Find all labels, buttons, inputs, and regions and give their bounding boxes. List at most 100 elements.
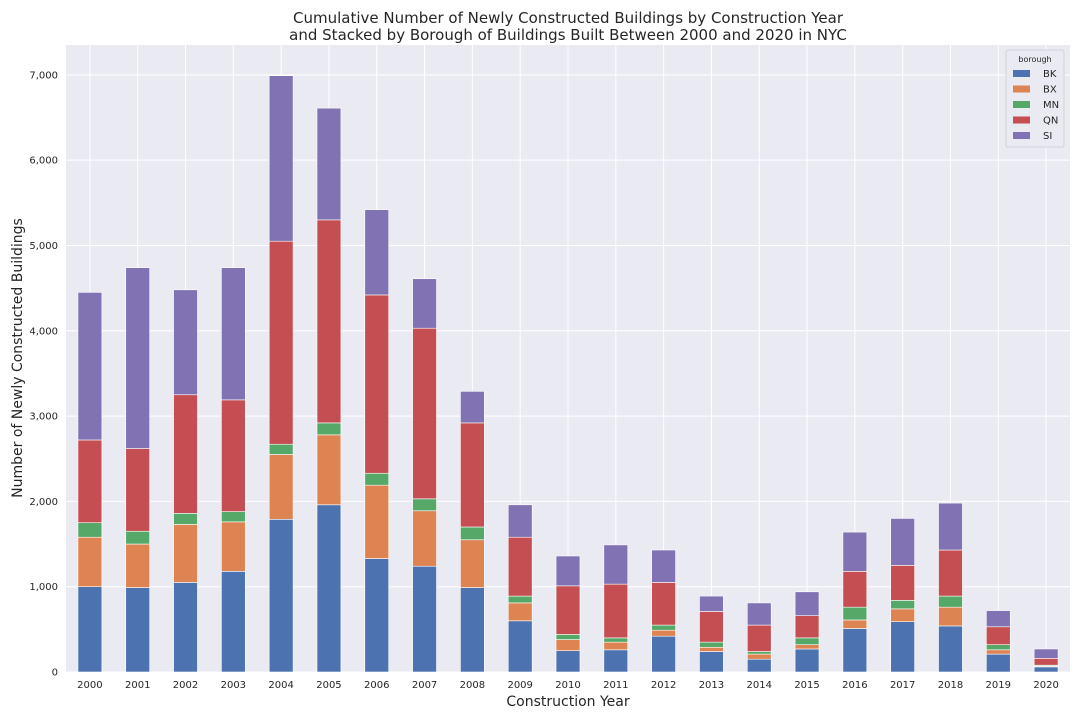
x-tick-label: 2010: [555, 680, 580, 691]
bar-si-2001: [125, 267, 150, 449]
chart-title-line1: Cumulative Number of Newly Constructed B…: [293, 9, 844, 27]
bar-qn-2007: [412, 327, 437, 500]
bar-qn-2009: [507, 536, 533, 597]
bar-mn-2002: [173, 513, 198, 525]
legend-title: borough: [1018, 55, 1051, 64]
bar-qn-2016: [842, 571, 868, 608]
bar-bk-2012: [651, 635, 676, 673]
bar-mn-2011: [603, 637, 629, 643]
y-tick-label: 0: [52, 668, 58, 679]
x-tick-label: 2017: [890, 680, 915, 691]
legend-label-bk: BK: [1043, 69, 1057, 80]
y-tick-label: 1,000: [29, 582, 58, 593]
bar-qn-2012: [651, 582, 676, 626]
bar-si-2018: [938, 502, 963, 551]
x-tick-label: 2001: [125, 680, 150, 691]
bar-qn-2013: [699, 611, 724, 643]
bar-si-2009: [507, 504, 533, 538]
bar-bx-2012: [651, 629, 676, 637]
bar-bx-2011: [603, 641, 629, 651]
x-tick-label: 2000: [77, 680, 102, 691]
bar-mn-2016: [842, 606, 868, 621]
bar-si-2015: [794, 591, 820, 616]
bar-bk-2018: [938, 625, 963, 673]
x-tick-label: 2004: [268, 680, 293, 691]
bar-mn-2003: [221, 511, 246, 523]
bar-si-2016: [842, 531, 868, 572]
x-tick-label: 2002: [173, 680, 198, 691]
y-tick-label: 7,000: [29, 70, 58, 81]
legend-swatch-bx: [1013, 85, 1030, 93]
legend: borough BK BX MN QN SI: [1005, 49, 1065, 148]
legend-items: BK BX MN QN SI: [1013, 69, 1059, 142]
x-tick-label: 2003: [221, 680, 246, 691]
bars: [77, 75, 1059, 673]
bar-si-2007: [412, 278, 437, 329]
x-tick-label: 2011: [603, 680, 628, 691]
legend-label-mn: MN: [1043, 100, 1059, 111]
bar-bx-2006: [364, 484, 390, 559]
bar-bk-2006: [364, 558, 390, 673]
x-tick-label: 2018: [938, 680, 963, 691]
bar-bx-2016: [842, 619, 868, 629]
bar-bx-2017: [890, 608, 915, 622]
bar-mn-2001: [125, 530, 150, 545]
x-tick-label: 2014: [747, 680, 772, 691]
bar-si-2000: [77, 292, 103, 441]
bar-qn-2005: [316, 219, 342, 424]
bar-bk-2003: [221, 571, 246, 673]
bar-si-2002: [173, 289, 198, 396]
bar-bk-2004: [268, 519, 294, 673]
bar-qn-2000: [77, 439, 103, 524]
bar-si-2014: [746, 602, 772, 626]
bar-bx-2000: [77, 536, 103, 587]
bar-qn-2011: [603, 583, 629, 639]
x-tick-label: 2007: [412, 680, 437, 691]
y-tick-label: 4,000: [29, 326, 58, 337]
bar-qn-2015: [794, 615, 820, 639]
bar-si-2017: [890, 518, 915, 566]
bar-bk-2019: [986, 653, 1011, 673]
bar-bx-2008: [460, 539, 485, 588]
bar-bx-2004: [268, 454, 294, 520]
bar-qn-2006: [364, 294, 390, 474]
bar-qn-2002: [173, 394, 198, 514]
bar-si-2013: [699, 595, 724, 612]
bar-qn-2017: [890, 565, 915, 601]
bar-mn-2019: [986, 644, 1011, 651]
x-tick-label: 2006: [364, 680, 389, 691]
legend-label-si: SI: [1043, 131, 1052, 142]
x-tick-labels: 2000 2001 2002 2003 2004 2005 2006 2007 2008 2009…: [77, 680, 1059, 691]
bar-bk-2001: [125, 587, 150, 673]
y-tick-labels: 0 1,000 2,000 3,000 4,000 5,000 6,000 7,000: [29, 70, 58, 678]
y-axis-label: Number of Newly Constructed Buildings: [10, 218, 26, 498]
bar-mn-2007: [412, 498, 437, 512]
bar-qn-2020: [1033, 658, 1059, 666]
bar-bk-2020: [1033, 666, 1059, 673]
bar-mn-2004: [268, 443, 294, 455]
bar-si-2006: [364, 209, 390, 296]
x-tick-label: 2009: [507, 680, 532, 691]
legend-swatch-bk: [1013, 70, 1030, 77]
bar-mn-2015: [794, 637, 820, 646]
x-tick-label: 2015: [794, 680, 819, 691]
legend-swatch-si: [1013, 132, 1030, 139]
bar-si-2020: [1033, 648, 1059, 659]
bar-bk-2011: [603, 649, 629, 673]
y-tick-label: 3,000: [29, 412, 58, 423]
bar-mn-2012: [651, 624, 676, 631]
bar-qn-2001: [125, 448, 150, 532]
bar-bx-2018: [938, 606, 963, 627]
bar-bk-2009: [507, 620, 533, 673]
bar-bk-2000: [77, 586, 103, 673]
bar-si-2005: [316, 107, 342, 221]
bar-si-2004: [268, 75, 294, 242]
legend-label-bx: BX: [1043, 85, 1057, 96]
bar-bk-2005: [316, 504, 342, 673]
bar-si-2008: [460, 391, 485, 424]
bar-mn-2005: [316, 422, 342, 436]
bar-qn-2018: [938, 549, 963, 597]
bar-si-2011: [603, 544, 629, 585]
bar-bk-2015: [794, 648, 820, 673]
